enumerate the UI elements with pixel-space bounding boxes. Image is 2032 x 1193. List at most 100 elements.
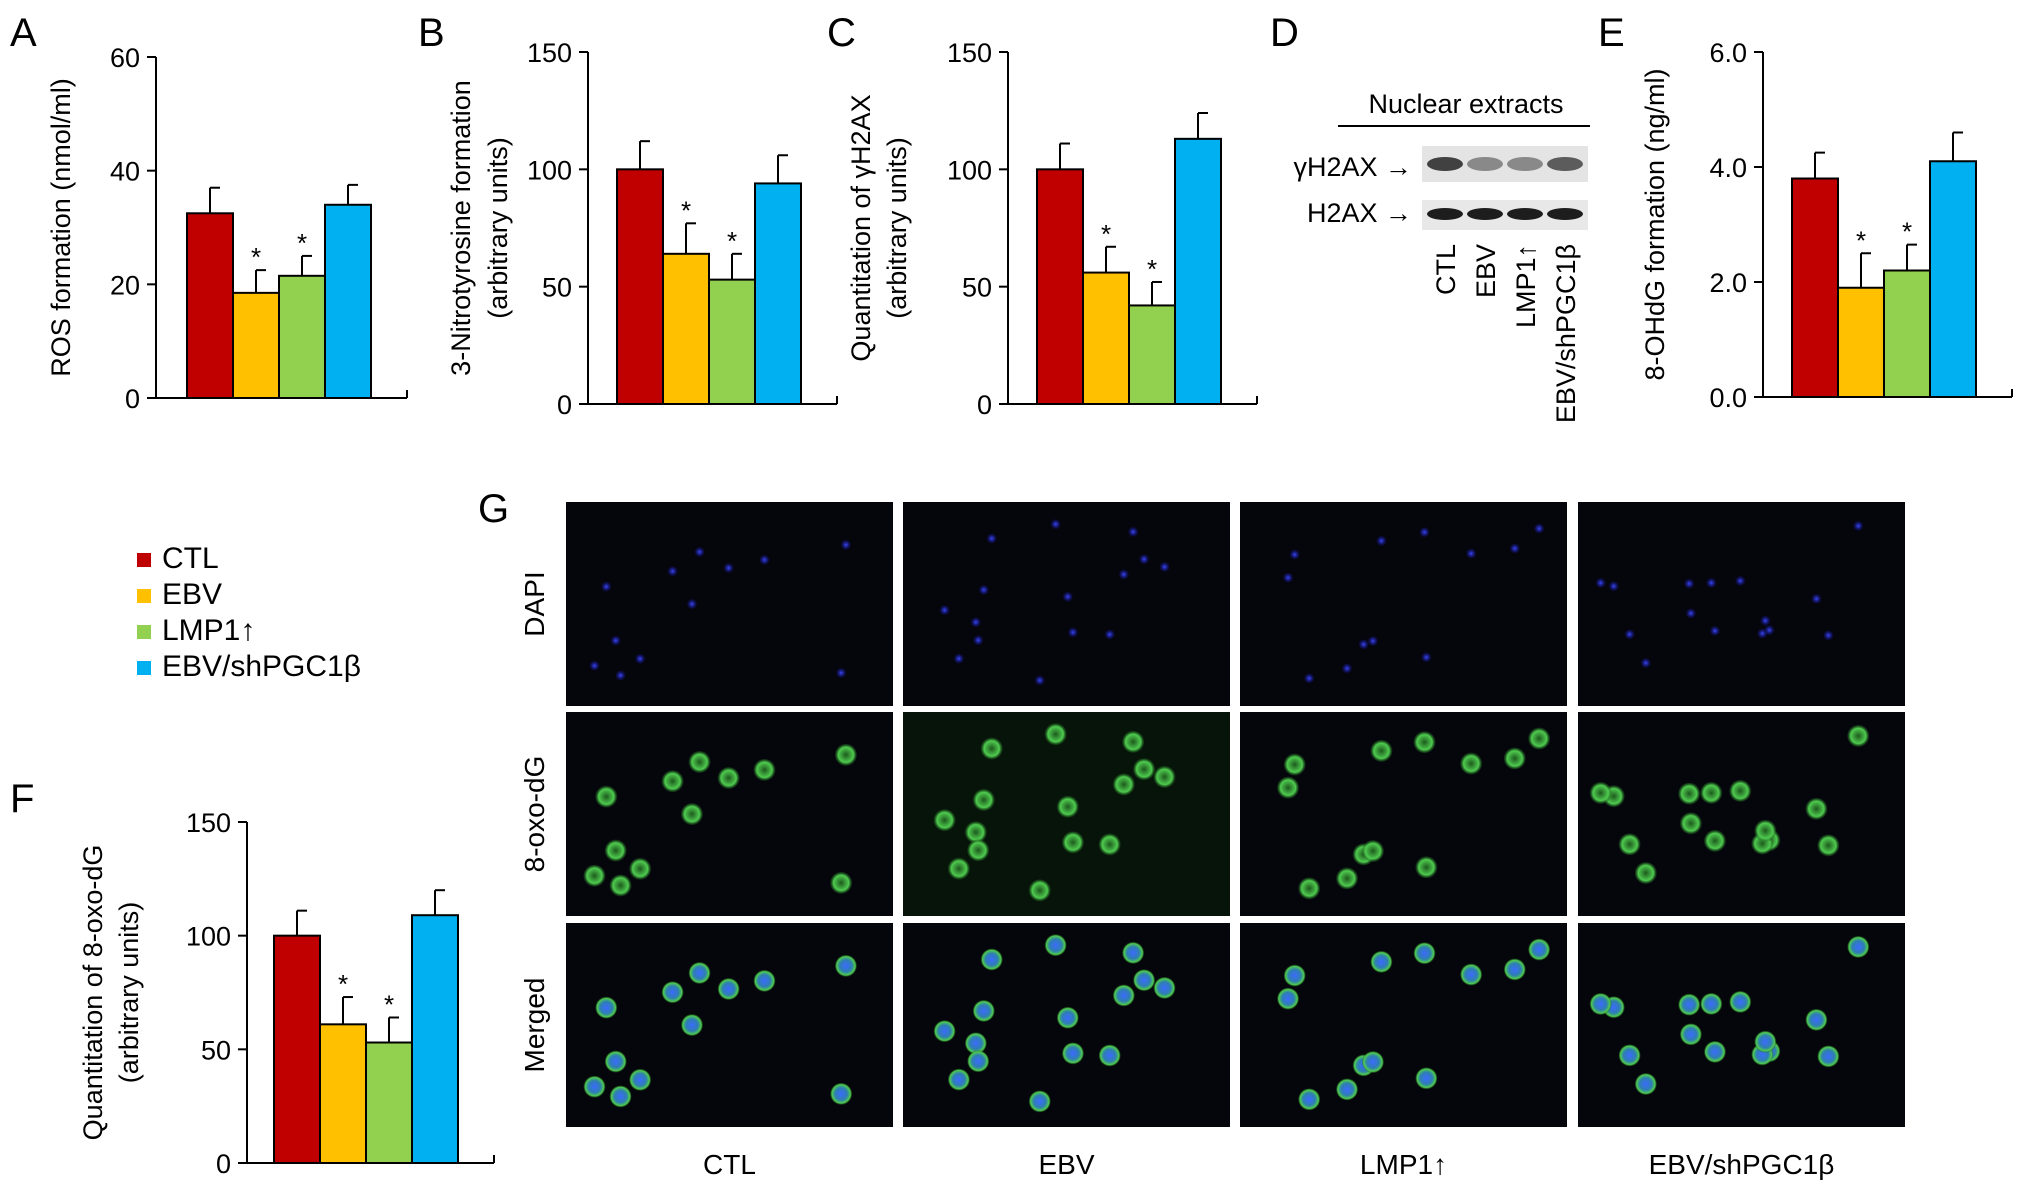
cell (1528, 727, 1551, 750)
y-tick-label: 0 (216, 1149, 231, 1179)
y-tick-label: 4.0 (1709, 153, 1747, 183)
y-tick-label: 0 (977, 390, 992, 420)
bar (708, 278, 756, 406)
cell (1067, 627, 1078, 638)
significance-star: * (1856, 225, 1866, 255)
cell (964, 1032, 987, 1055)
cell (1595, 577, 1606, 588)
chart-e-8ohdg: 0.0 2.0 4.0 6.0 8-OHdG formation (ng/ml) * * (1640, 38, 2013, 413)
cell (1754, 819, 1777, 842)
legend-swatch (137, 661, 151, 675)
cell (1415, 856, 1438, 879)
cell (1760, 615, 1771, 626)
cell (1678, 993, 1701, 1016)
microscopy-tile (1240, 923, 1567, 1127)
western-blot: Nuclear extracts γH2AX → H2AX → CTL EBV LM… (1293, 89, 1590, 423)
cell (1298, 877, 1321, 900)
y-tick-label: 0 (557, 390, 572, 420)
cell (836, 667, 847, 678)
blot-band (1547, 208, 1583, 220)
cell (717, 977, 740, 1000)
cell (1754, 1030, 1777, 1053)
cell (629, 857, 652, 880)
legend-swatch (137, 589, 151, 603)
cell (583, 1075, 606, 1098)
microscopy-row-label: Merged (519, 978, 550, 1073)
bar (1082, 271, 1130, 405)
cell (1678, 782, 1701, 805)
cell (686, 599, 697, 610)
cell (1122, 941, 1145, 964)
cell (1735, 575, 1746, 586)
cell (1277, 776, 1300, 799)
microscopy-grid: DAPI 8-oxo-dG Merged CTL EBV LMP1↑ EBV/shPGC1β (519, 502, 1905, 1180)
y-axis-label: (arbitrary units) (114, 902, 144, 1084)
cell (1056, 795, 1079, 818)
cell (1679, 812, 1702, 835)
blot-band (1507, 157, 1543, 171)
panel-letter-f: F (10, 777, 34, 821)
cell (1709, 625, 1720, 636)
significance-star: * (727, 226, 737, 256)
cell (933, 809, 956, 832)
cell (1153, 765, 1176, 788)
microscopy-column-label: EBV (1038, 1149, 1094, 1180)
cell (1342, 663, 1353, 674)
cell (1700, 992, 1723, 1015)
cell (1133, 969, 1156, 992)
significance-star: * (384, 990, 394, 1020)
cell (1729, 779, 1752, 802)
cell (1370, 950, 1393, 973)
y-tick-label: 6.0 (1709, 38, 1747, 68)
y-axis-label: 8-OHdG formation (ng/ml) (1640, 68, 1670, 380)
legend-label: LMP1↑ (162, 614, 255, 647)
y-axis-label: 3-Nitrotyrosine formation (446, 80, 476, 376)
cell (583, 864, 606, 887)
bar (1791, 177, 1839, 398)
cell (972, 999, 995, 1022)
y-tick-label: 0.0 (1709, 383, 1747, 413)
cell (1298, 1088, 1321, 1111)
cell (1050, 519, 1061, 530)
blot-band (1547, 157, 1583, 171)
cell (1640, 657, 1651, 668)
cell (753, 758, 776, 781)
cell (589, 660, 600, 671)
bar (1883, 269, 1931, 398)
cell (688, 750, 711, 773)
cell (830, 871, 853, 894)
cell (953, 653, 964, 664)
y-tick-label: 100 (186, 922, 231, 952)
cell (1685, 608, 1696, 619)
cell (1128, 526, 1139, 537)
cell (1061, 1042, 1084, 1065)
cell (1370, 739, 1393, 762)
cell (1703, 829, 1726, 852)
cell (1534, 523, 1545, 534)
microscopy-tile (1578, 502, 1905, 706)
cell (1289, 549, 1300, 560)
cell (1703, 1040, 1726, 1063)
y-axis-label: Quantitation of γH2AX (846, 94, 876, 361)
cell (1044, 934, 1067, 957)
cell (1823, 630, 1834, 641)
cell (688, 961, 711, 984)
cell (967, 839, 990, 862)
cell (1112, 773, 1135, 796)
bar (1128, 304, 1176, 405)
y-tick-label: 100 (947, 155, 992, 185)
microscopy-tile (1578, 923, 1905, 1127)
bar (754, 182, 802, 405)
cell (980, 737, 1003, 760)
blot-band (1507, 208, 1543, 220)
cell (1358, 639, 1369, 650)
cell (973, 635, 984, 646)
y-tick-label: 150 (527, 38, 572, 68)
chart-a-ros: 0 20 40 60 ROS formation (nmol/ml) * * (46, 43, 408, 414)
cell (1336, 867, 1359, 890)
y-tick-label: 50 (962, 273, 992, 303)
microscopy-row-label: DAPI (519, 571, 550, 636)
cell (840, 539, 851, 550)
cell (1061, 831, 1084, 854)
cell (629, 1068, 652, 1091)
